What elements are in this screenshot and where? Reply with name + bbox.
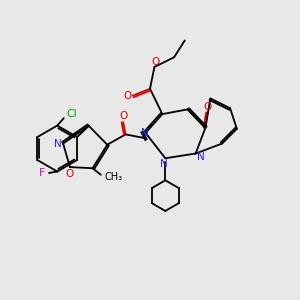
Text: O: O <box>119 111 127 121</box>
Text: N: N <box>160 159 168 169</box>
Text: N: N <box>54 139 62 148</box>
Text: F: F <box>39 168 45 178</box>
Text: O: O <box>66 169 74 178</box>
Text: Cl: Cl <box>67 110 77 119</box>
Text: O: O <box>152 57 160 67</box>
Text: N: N <box>197 152 205 162</box>
Text: O: O <box>123 91 131 100</box>
Text: CH₃: CH₃ <box>105 172 123 182</box>
Text: N: N <box>141 128 149 138</box>
Text: O: O <box>204 102 212 112</box>
